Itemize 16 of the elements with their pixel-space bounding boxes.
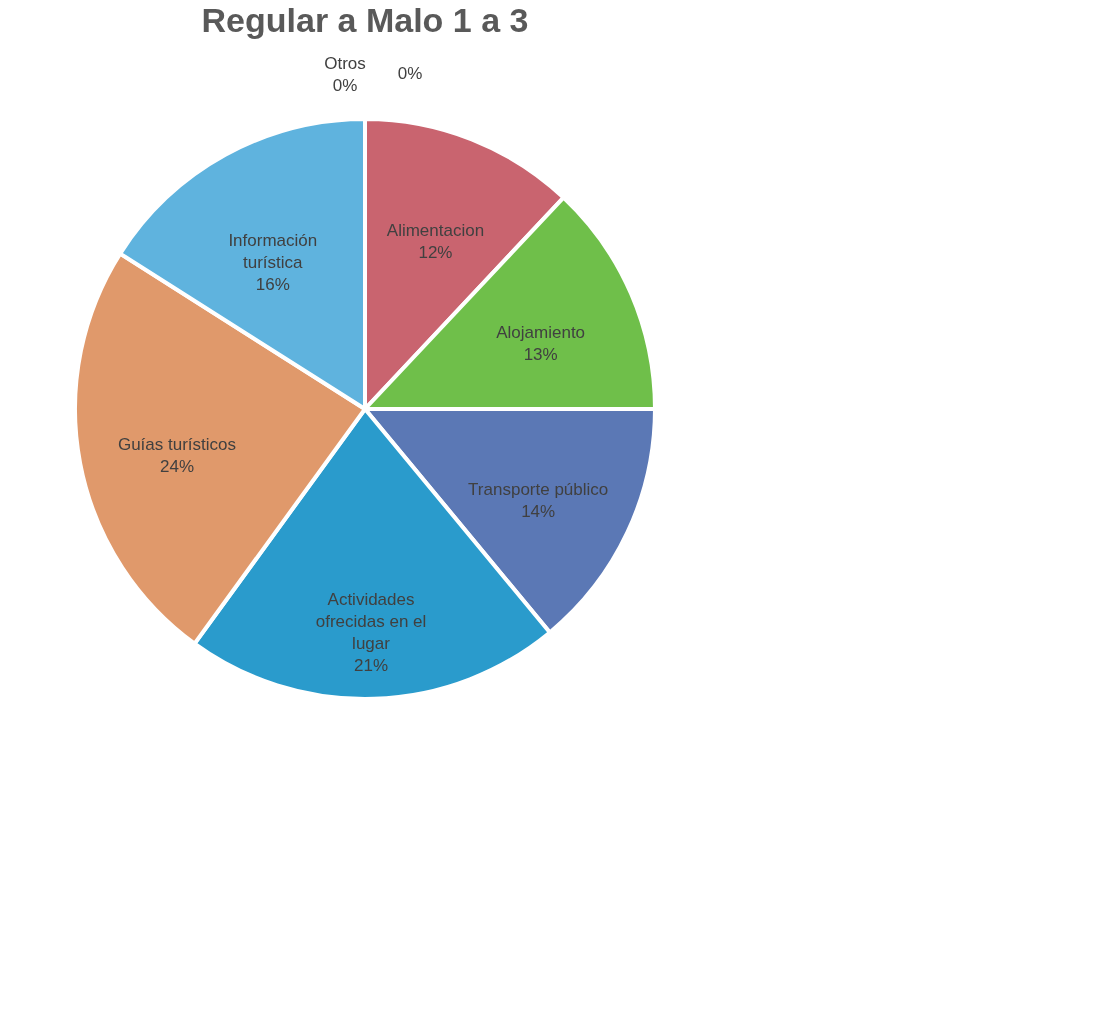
slice-label: Transporte público xyxy=(468,480,609,500)
chart-title: Regular a Malo 1 a 3 xyxy=(201,1,529,39)
text: 0% xyxy=(332,76,358,95)
slice-label: Información turística xyxy=(228,231,318,273)
data-label: 12% xyxy=(418,243,453,263)
data-label: 13% xyxy=(523,344,558,364)
data-label: 24% xyxy=(159,456,195,476)
text: 0% xyxy=(397,64,423,83)
data-label: 16% xyxy=(255,275,290,295)
slice-label: Guías turísticos xyxy=(117,434,237,454)
category-label: Otros xyxy=(324,54,366,73)
data-label: 21% xyxy=(354,656,389,676)
slice-label: Alojamiento xyxy=(496,322,586,342)
data-label: 14% xyxy=(521,502,556,522)
slice-label: Alimentacion xyxy=(386,221,485,241)
slice-label: Actividades ofrecidas en el lugar xyxy=(315,590,427,654)
